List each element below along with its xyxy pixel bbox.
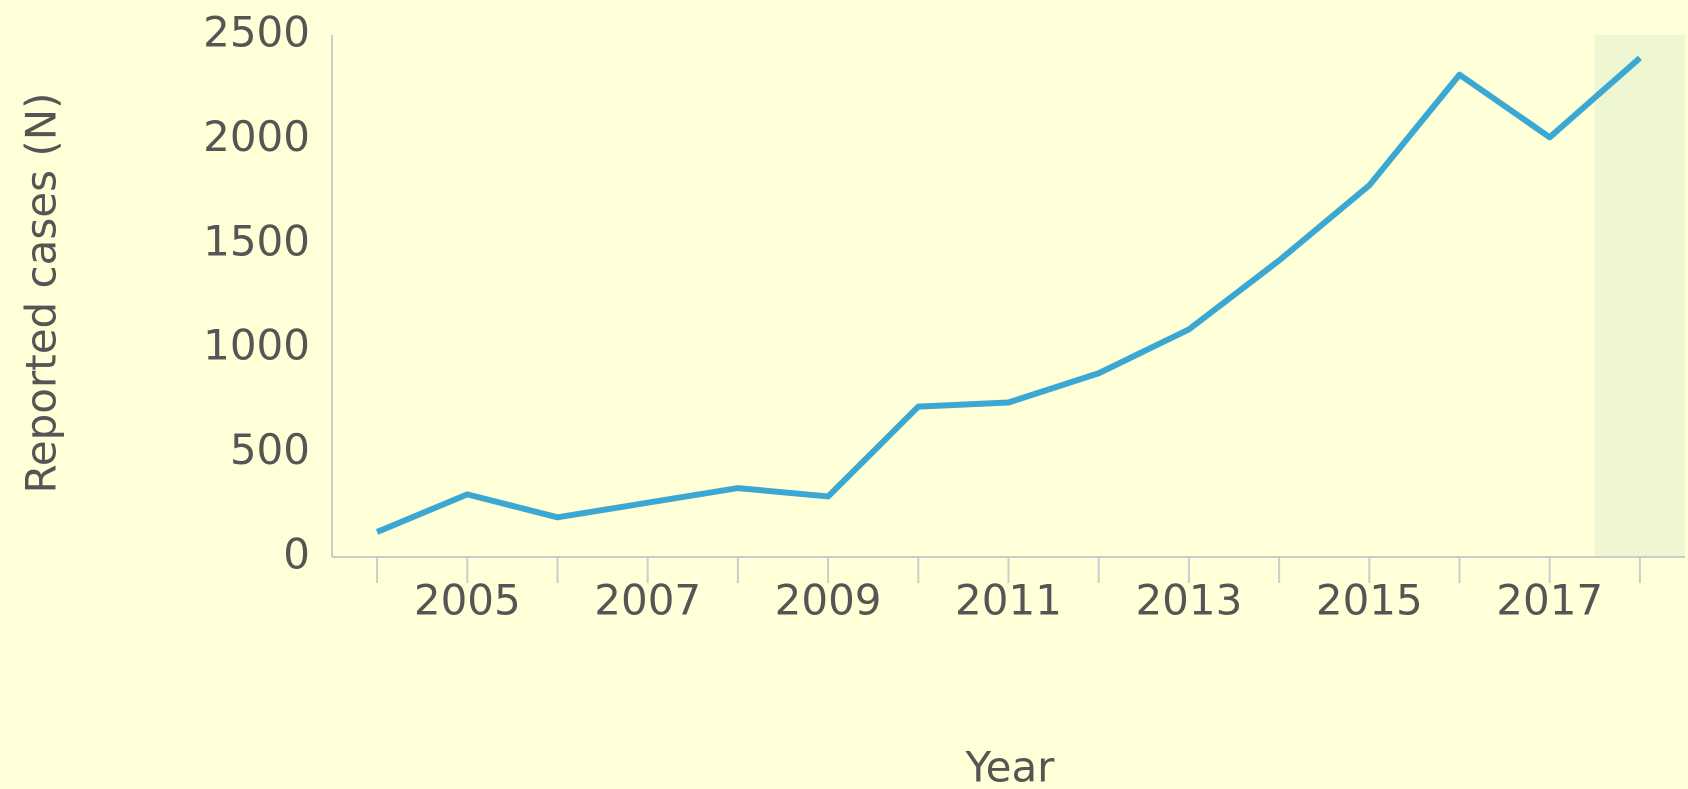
y-tick-label: 1000 (203, 321, 310, 370)
x-tick-label: 2005 (414, 576, 521, 625)
y-tick-label: 1500 (203, 216, 310, 265)
x-tick-label: 2017 (1496, 576, 1603, 625)
highlight-band (1594, 35, 1685, 557)
x-tick-label: 2009 (775, 576, 882, 625)
y-tick-label: 2500 (203, 8, 310, 57)
series-line (375, 55, 1642, 535)
x-tick-label: 2013 (1135, 576, 1242, 625)
y-axis-label: Reported cases (N) (17, 92, 66, 493)
y-tick-label: 0 (283, 530, 310, 579)
x-axis-label: Year (965, 743, 1056, 789)
x-tick-label: 2007 (594, 576, 701, 625)
y-tick-label: 500 (230, 425, 310, 474)
y-tick-label: 2000 (203, 112, 310, 161)
x-tick-label: 2015 (1316, 576, 1423, 625)
x-tick-label: 2011 (955, 576, 1062, 625)
